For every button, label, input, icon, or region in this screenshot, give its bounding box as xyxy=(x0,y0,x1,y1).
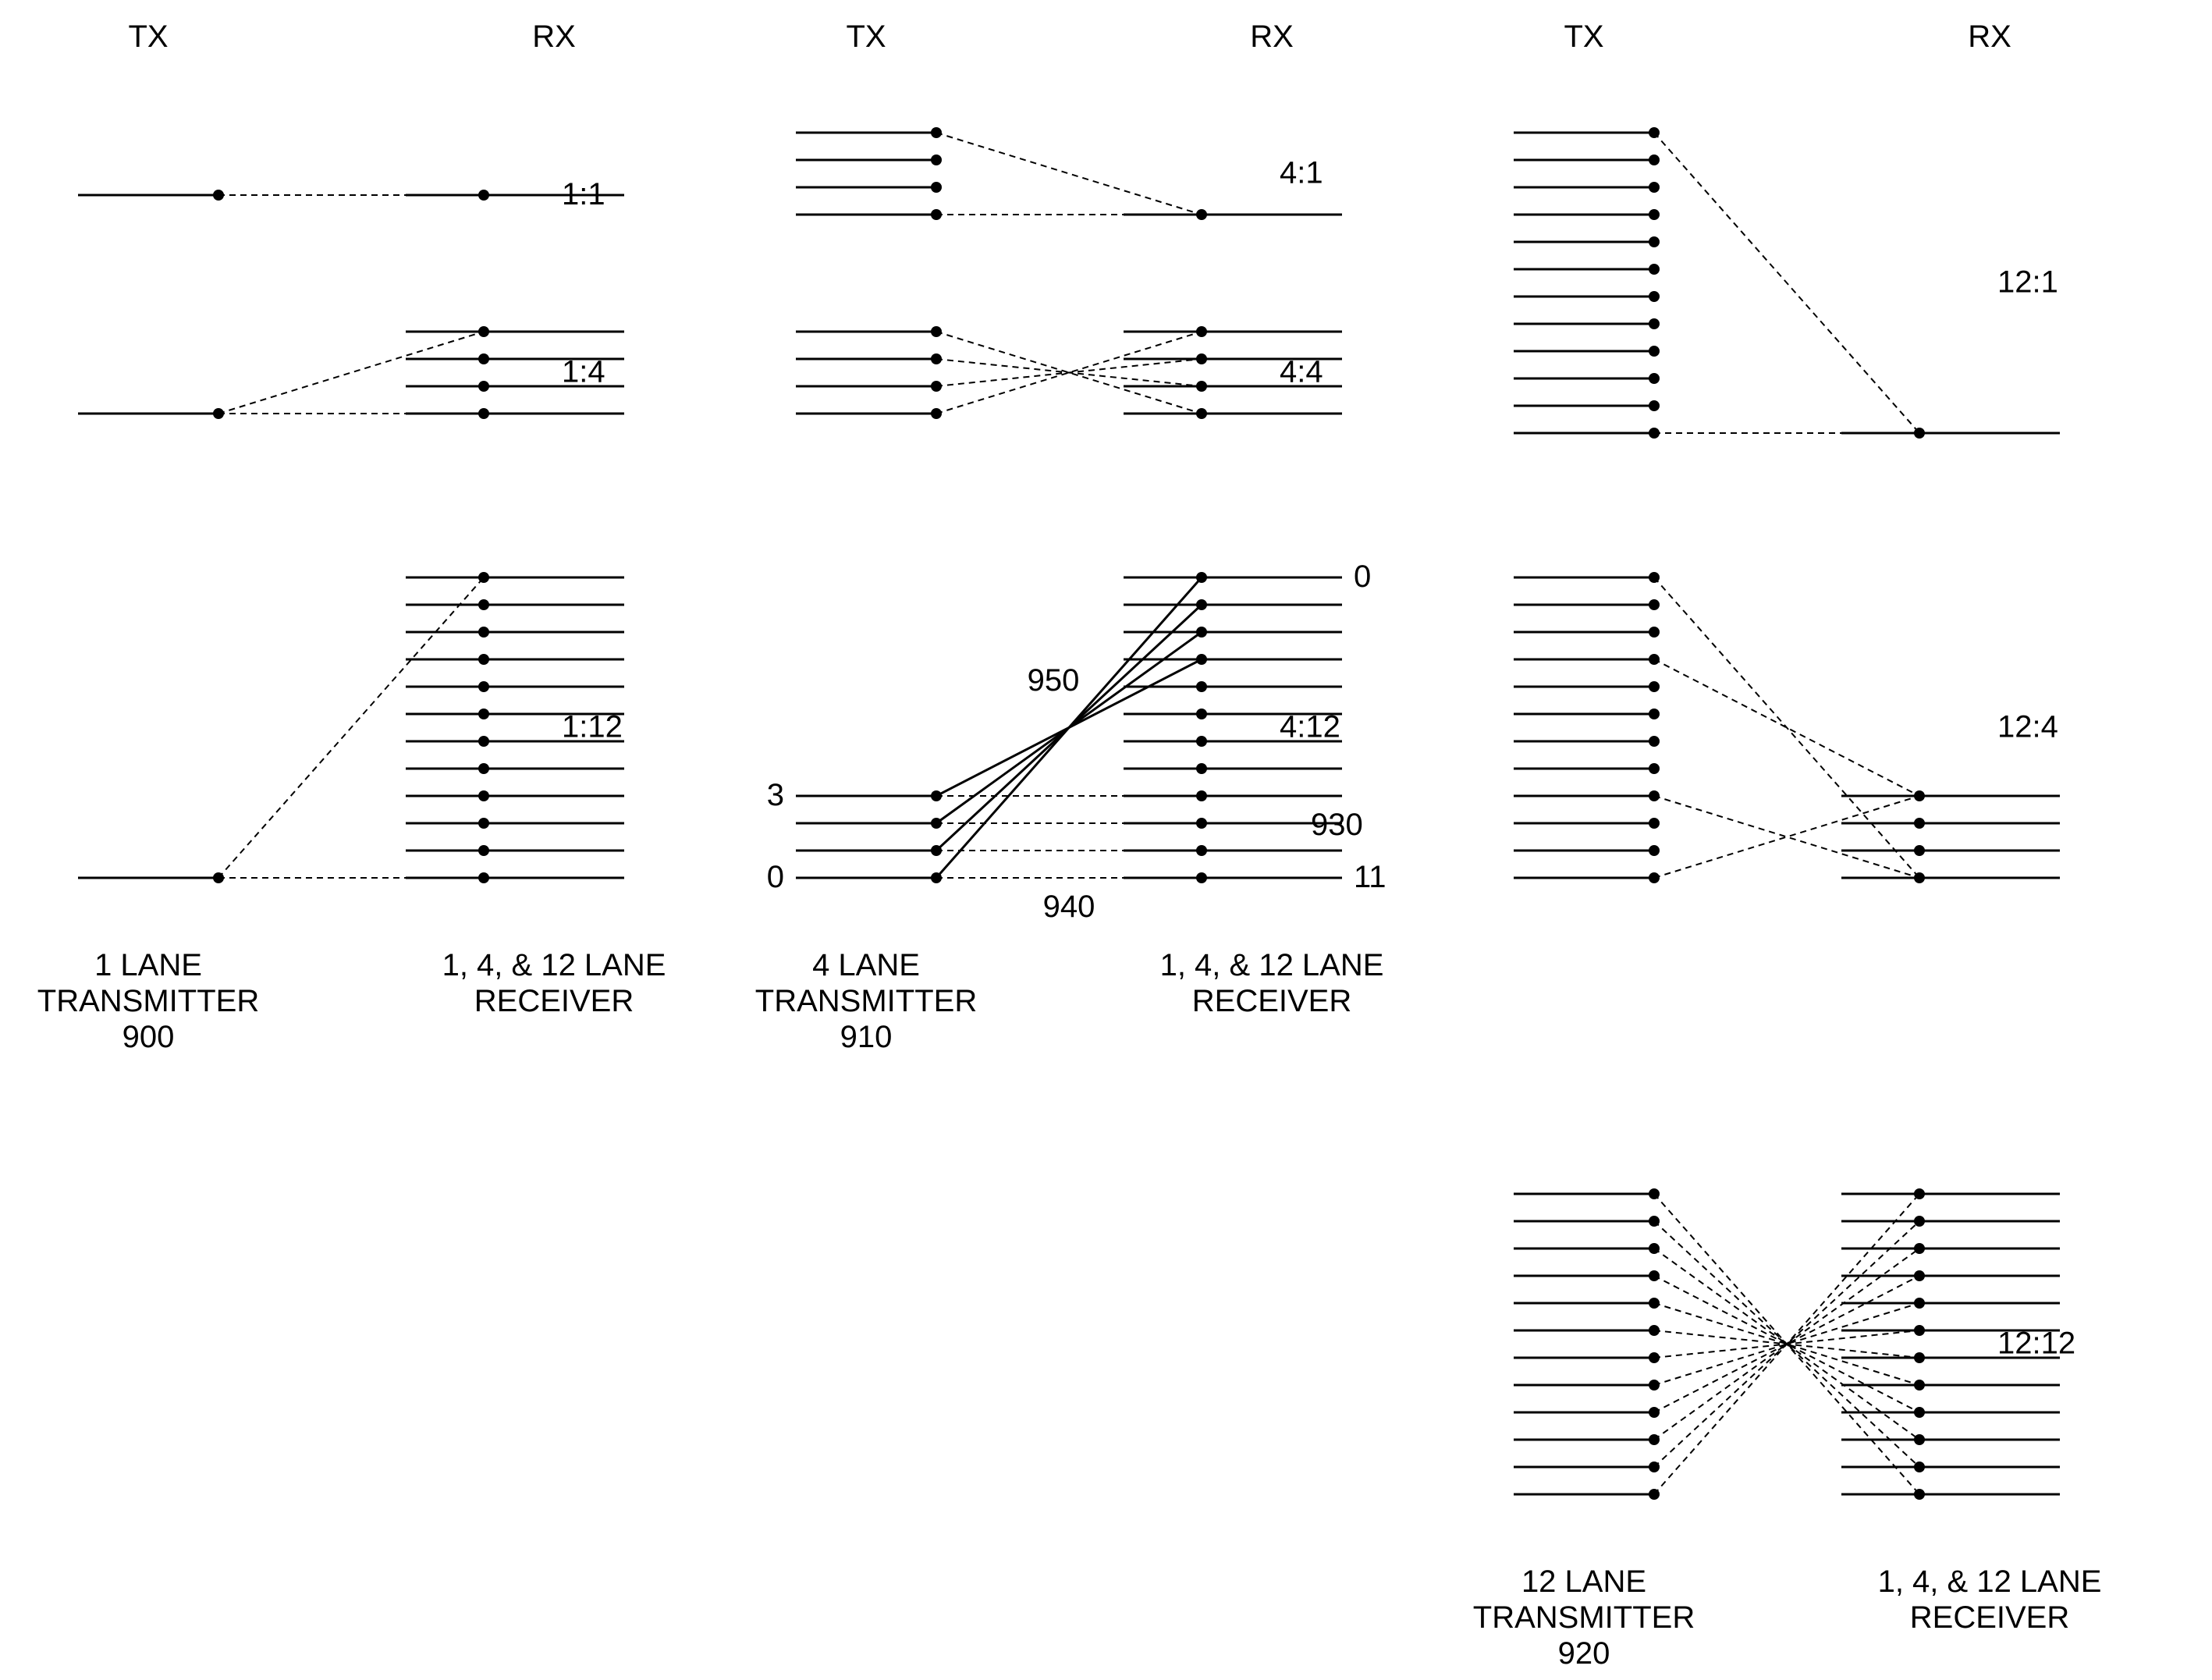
tx-caption-line: 12 LANE xyxy=(1521,1565,1646,1599)
svg-text:0: 0 xyxy=(1354,559,1371,594)
tx-header: TX xyxy=(128,20,168,54)
svg-text:950: 950 xyxy=(1028,663,1080,698)
svg-text:940: 940 xyxy=(1043,890,1095,924)
tx-caption-line: TRANSMITTER xyxy=(755,984,977,1018)
mapping-12-1: 12:1 xyxy=(1514,127,2060,439)
svg-text:3: 3 xyxy=(767,778,784,812)
mapping-4-4: 4:4 xyxy=(796,326,1342,419)
mapping-12-4: 12:4 xyxy=(1514,572,2060,883)
mapping-1-1: 1:1 xyxy=(78,177,624,211)
mapping-1-4: 1:4 xyxy=(78,326,624,419)
tx-caption-line: 1 LANE xyxy=(94,948,202,982)
svg-text:0: 0 xyxy=(767,860,784,894)
column-c2: TX RX 4:1 4:4 4:12 3 0 0 11 950 940 930 4 LANETRANSM… xyxy=(755,20,1386,1054)
ratio-label: 12:12 xyxy=(1997,1327,2075,1361)
ratio-label: 4:1 xyxy=(1280,156,1323,190)
tx-caption-line: 900 xyxy=(122,1020,175,1054)
mapping-4-1: 4:1 xyxy=(796,127,1342,220)
mapping-1-12: 1:12 xyxy=(78,572,624,883)
mapping-4-12: 4:12 3 0 0 11 950 940 930 xyxy=(767,559,1386,924)
tx-caption-line: 4 LANE xyxy=(812,948,920,982)
tx-caption-line: 910 xyxy=(840,1020,893,1054)
rx-caption-line: RECEIVER xyxy=(1910,1600,2070,1635)
mapping-12-12: 12:12 xyxy=(1514,1188,2075,1500)
ratio-label: 1:12 xyxy=(562,710,623,744)
rx-caption-line: 1, 4, & 12 LANE xyxy=(1878,1565,2102,1599)
rx-header: RX xyxy=(1968,20,2011,54)
column-c1: TX RX 1:1 1:4 1:12 1 LANETRANSMITTER900 1, 4, … xyxy=(37,20,666,1054)
svg-text:11: 11 xyxy=(1354,860,1386,894)
tx-caption-line: TRANSMITTER xyxy=(1473,1600,1695,1635)
rx-caption-line: 1, 4, & 12 LANE xyxy=(1160,948,1384,982)
ratio-label: 1:4 xyxy=(562,355,605,389)
rx-caption-line: 1, 4, & 12 LANE xyxy=(442,948,666,982)
ratio-label: 12:1 xyxy=(1997,265,2058,300)
ratio-label: 1:1 xyxy=(562,177,605,211)
column-c3: TX RX 12:1 12:4 12:12 12 LANETRANSMITTER920 1,… xyxy=(1473,20,2102,1671)
svg-text:930: 930 xyxy=(1311,808,1363,842)
tx-header: TX xyxy=(846,20,886,54)
lane-mapping-diagram: TXRX1:11:41:121 LANETRANSMITTER9001, 4, … xyxy=(0,0,2212,1680)
rx-caption-line: RECEIVER xyxy=(1192,984,1352,1018)
ratio-label: 12:4 xyxy=(1997,710,2058,744)
ratio-label: 4:12 xyxy=(1280,710,1340,744)
rx-header: RX xyxy=(532,20,576,54)
tx-caption-line: TRANSMITTER xyxy=(37,984,259,1018)
rx-caption-line: RECEIVER xyxy=(474,984,634,1018)
tx-caption-line: 920 xyxy=(1558,1636,1610,1671)
rx-header: RX xyxy=(1250,20,1294,54)
ratio-label: 4:4 xyxy=(1280,355,1323,389)
tx-header: TX xyxy=(1564,20,1603,54)
